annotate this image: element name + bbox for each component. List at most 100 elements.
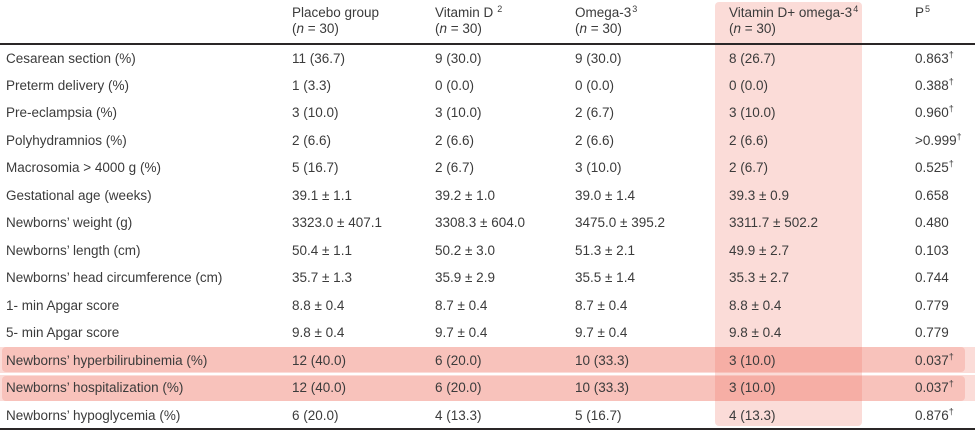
data-cell: 2 (6.6) bbox=[575, 132, 615, 148]
data-cell: 3311.7 ± 502.2 bbox=[729, 215, 818, 231]
data-cell: 5 (16.7) bbox=[292, 160, 339, 176]
p-value-cell: 0.388† bbox=[913, 72, 975, 100]
p-value: 0.037 bbox=[915, 352, 949, 368]
data-cell: 2 (6.7) bbox=[729, 160, 769, 176]
data-cell: 35.3 ± 2.7 bbox=[729, 270, 789, 286]
data-cell: 4 (13.3) bbox=[727, 401, 913, 430]
data-cell: 3 (10.0) bbox=[727, 374, 913, 402]
data-cell: 8.7 ± 0.4 bbox=[435, 297, 488, 313]
table-row: Newborns’ hypoglycemia (%) 6 (20.0) 4 (13.… bbox=[0, 401, 975, 430]
data-cell: 1 (3.3) bbox=[292, 77, 332, 93]
data-cell: 35.7 ± 1.3 bbox=[292, 270, 352, 286]
p-value-cell: 0.744 bbox=[913, 264, 975, 292]
data-cell: 0 (0.0) bbox=[575, 77, 615, 93]
sample-size-n: n bbox=[296, 21, 305, 36]
p-value-cell: 0.037† bbox=[913, 347, 975, 375]
row-label: Preterm delivery (%) bbox=[6, 77, 130, 93]
data-cell: 9 (30.0) bbox=[435, 50, 482, 66]
table-row: Preterm delivery (%) 1 (3.3) 0 (0.0) 0 (0.0… bbox=[0, 72, 975, 100]
p-value: 0.037 bbox=[915, 380, 949, 396]
hyperbilirubinemia-row-highlight bbox=[2, 347, 965, 372]
data-cell: 9.8 ± 0.4 bbox=[292, 325, 345, 340]
dagger-mark: † bbox=[948, 49, 954, 60]
p-value-cell: 0.480 bbox=[913, 209, 975, 237]
header-empty bbox=[0, 0, 290, 45]
p-value-cell: 0.103 bbox=[913, 237, 975, 265]
header-label: Vitamin D+ omega-3 bbox=[729, 5, 853, 20]
p-value: 0.103 bbox=[915, 242, 949, 258]
data-cell: 2 (6.6) bbox=[729, 132, 769, 148]
data-cell: 9 (30.0) bbox=[575, 50, 622, 66]
dagger-mark: † bbox=[956, 131, 962, 142]
header-label: Vitamin D bbox=[435, 5, 494, 20]
table-row: 5- min Apgar score 9.8 ± 0.4 9.7 ± 0.4 9.7 … bbox=[0, 319, 975, 347]
data-cell: 3 (10.0) bbox=[435, 105, 482, 121]
row-label: Newborns’ weight (g) bbox=[6, 215, 133, 231]
row-label: 5- min Apgar score bbox=[6, 325, 120, 340]
row-label: Cesarean section (%) bbox=[6, 50, 136, 66]
row-label: Macrosomia > 4000 g (%) bbox=[6, 160, 161, 176]
data-cell: 2 (6.7) bbox=[435, 160, 475, 176]
p-value-cell: >0.999† bbox=[913, 127, 975, 155]
dagger-mark: † bbox=[948, 76, 954, 87]
data-cell: 39.2 ± 1.0 bbox=[435, 187, 495, 203]
p-value: 0.744 bbox=[915, 270, 949, 286]
table-body: Cesarean section (%) 11 (36.7) 9 (30.0) 9 (… bbox=[0, 44, 975, 430]
data-cell: 11 (36.7) bbox=[292, 50, 346, 66]
data-cell: 9.7 ± 0.4 bbox=[575, 325, 628, 340]
footnote-marker: 4 bbox=[853, 3, 859, 14]
header-placebo-group: Placebo group (n = 30) bbox=[290, 0, 433, 45]
data-cell: 3 (10.0) bbox=[727, 347, 913, 375]
data-cell: 3 (10.0) bbox=[729, 105, 776, 121]
sample-size-n: n bbox=[579, 21, 588, 36]
row-label: Newborns’ hypoglycemia (%) bbox=[0, 401, 290, 430]
table-row: Newborns’ length (cm) 50.4 ± 1.1 50.2 ± 3.… bbox=[0, 237, 975, 265]
data-cell: 0 (0.0) bbox=[729, 77, 769, 93]
data-cell: 2 (6.7) bbox=[575, 105, 615, 121]
p-value-cell: 0.779 bbox=[913, 319, 975, 347]
data-cell: 39.3 ± 0.9 bbox=[729, 187, 789, 203]
data-cell: 3475.0 ± 395.2 bbox=[575, 215, 665, 231]
data-cell: 51.3 ± 2.1 bbox=[575, 242, 635, 258]
data-cell: 39.1 ± 1.1 bbox=[292, 187, 352, 203]
p-value: 0.658 bbox=[915, 187, 949, 203]
p-value-cell: 0.525† bbox=[913, 154, 975, 182]
data-cell: 3 (10.0) bbox=[575, 160, 622, 176]
data-cell: 5 (16.7) bbox=[573, 401, 727, 430]
p-value-cell: 0.863† bbox=[913, 44, 975, 72]
data-cell: 35.9 ± 2.9 bbox=[435, 270, 495, 286]
table-row: Macrosomia > 4000 g (%) 5 (16.7) 2 (6.7) 3 … bbox=[0, 154, 975, 182]
data-cell: 10 (33.3) bbox=[573, 347, 727, 375]
data-cell: 9.7 ± 0.4 bbox=[435, 325, 488, 340]
data-cell: 6 (20.0) bbox=[290, 401, 433, 430]
data-cell: 8.7 ± 0.4 bbox=[575, 297, 628, 313]
sample-size-n: n bbox=[733, 21, 742, 36]
data-cell: 12 (40.0) bbox=[290, 347, 433, 375]
table-row: Polyhydramnios (%) 2 (6.6) 2 (6.6) 2 (6.6) 2… bbox=[0, 127, 975, 155]
dagger-mark: † bbox=[948, 158, 954, 169]
dagger-mark: † bbox=[948, 378, 954, 389]
row-label: Polyhydramnios (%) bbox=[6, 132, 127, 148]
sample-size-n: n bbox=[439, 21, 448, 36]
hospitalization-row-highlight bbox=[2, 376, 965, 401]
row-label: Newborns’ hospitalization (%) bbox=[0, 374, 290, 402]
table-row: Newborns’ hospitalization (%) 12 (40.0) 6 … bbox=[0, 374, 975, 402]
p-value-cell: 0.876† bbox=[913, 401, 975, 430]
dagger-mark: † bbox=[948, 351, 954, 361]
header-label: Omega-3 bbox=[575, 5, 632, 20]
row-label: Newborns’ head circumference (cm) bbox=[6, 270, 223, 286]
p-value: 0.863 bbox=[915, 50, 949, 66]
data-cell: 8 (26.7) bbox=[729, 50, 776, 66]
row-label: Newborns’ length (cm) bbox=[6, 242, 141, 258]
data-cell: 49.9 ± 2.7 bbox=[729, 242, 789, 258]
row-label: 1- min Apgar score bbox=[6, 297, 120, 313]
row-label: Pre-eclampsia (%) bbox=[6, 105, 118, 121]
p-value: 0.876 bbox=[915, 407, 949, 423]
p-value-cell: 0.960† bbox=[913, 99, 975, 127]
p-value-cell: 0.658 bbox=[913, 182, 975, 210]
